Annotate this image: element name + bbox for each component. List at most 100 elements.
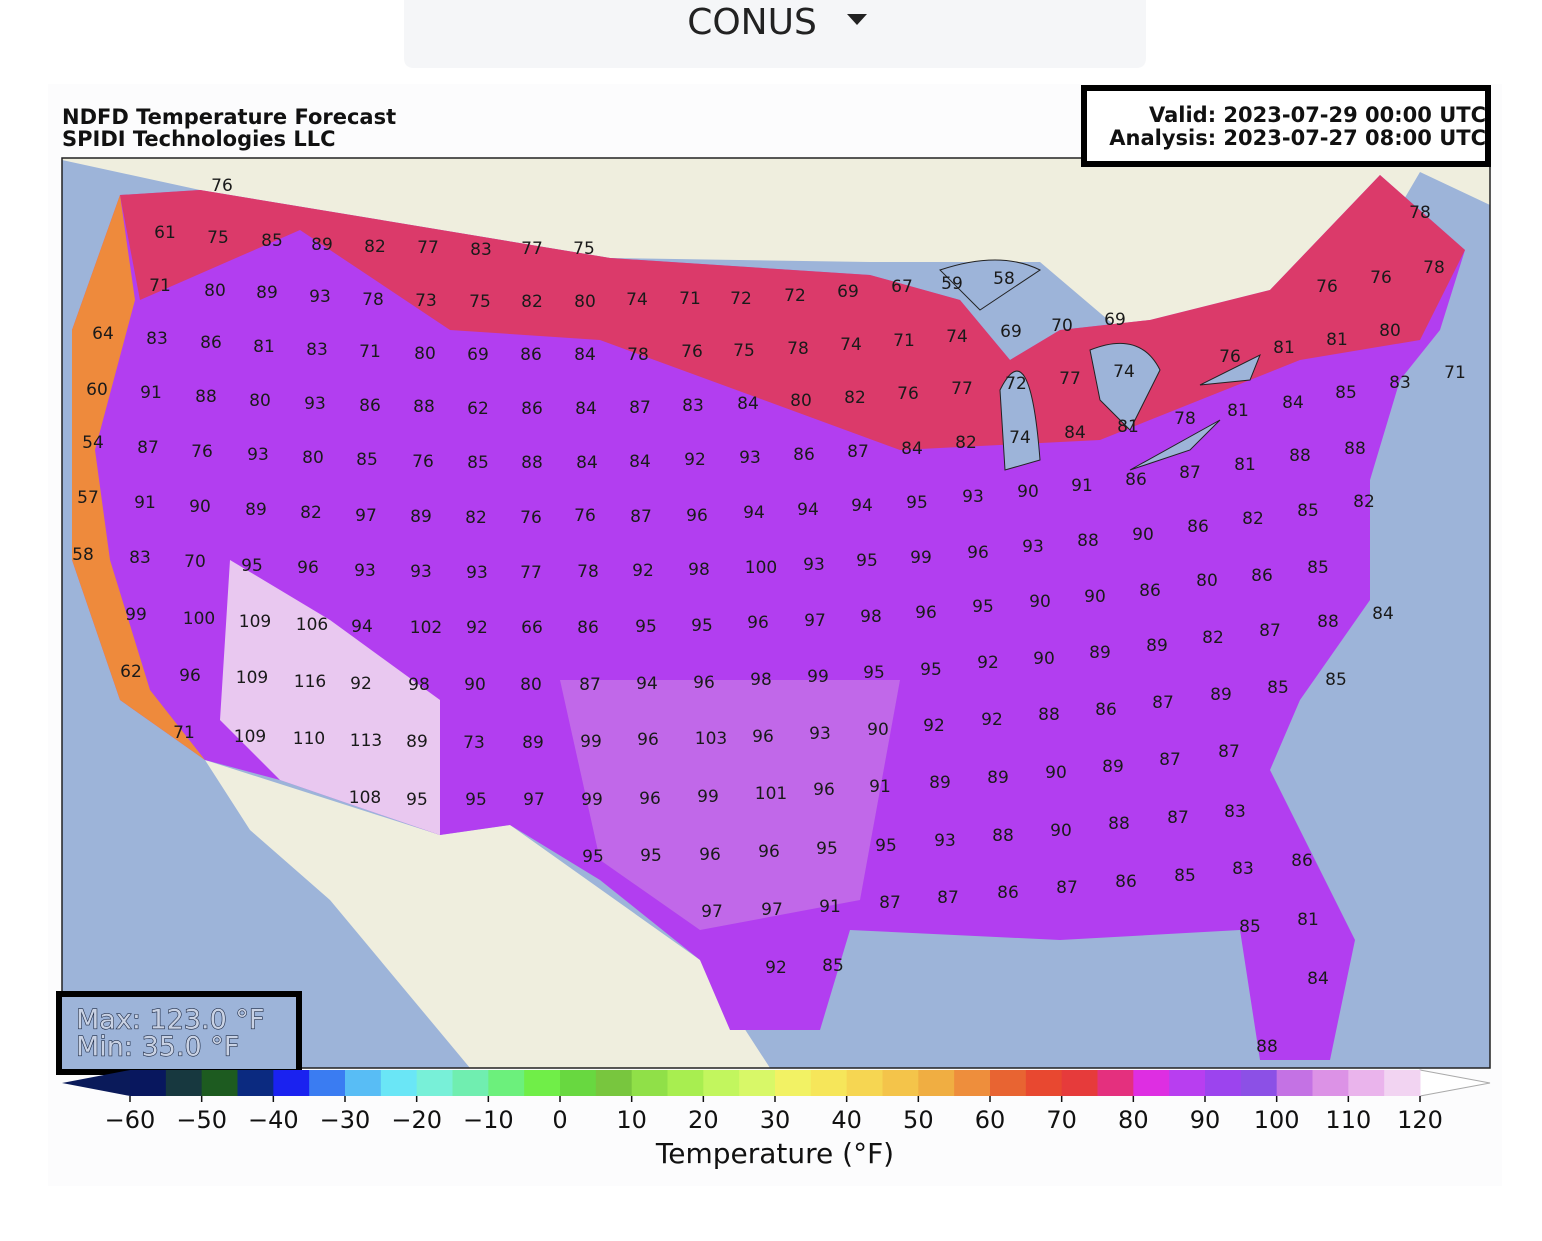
colorbar-segment	[667, 1070, 704, 1096]
station-value: 82	[1242, 509, 1264, 529]
desert-region	[220, 560, 440, 835]
station-value: 87	[1159, 750, 1181, 770]
dropdown-caret[interactable]	[847, 14, 867, 25]
station-value: 81	[1297, 910, 1319, 930]
colorbar-segment	[739, 1070, 776, 1096]
station-value: 85	[1267, 678, 1289, 698]
extremes-box	[56, 991, 302, 1075]
station-value: 108	[349, 788, 381, 808]
station-value: 87	[137, 438, 159, 458]
station-value: 92	[350, 674, 372, 694]
station-value: 86	[1187, 517, 1209, 537]
station-value: 88	[1317, 612, 1339, 632]
station-value: 95	[691, 616, 713, 636]
station-value: 73	[463, 733, 485, 753]
valid-time: Valid: 2023-07-29 00:00 UTC	[1149, 103, 1486, 127]
station-value: 92	[632, 561, 654, 581]
station-value: 97	[523, 790, 545, 810]
station-value: 109	[236, 668, 268, 688]
colorbar-segment	[1061, 1070, 1098, 1096]
station-value: 64	[92, 324, 114, 344]
station-labels: 76 61 75 85 89 82 77 83 77 75 71 80 89 93 78 73 75 82 80 74…	[72, 176, 1466, 1057]
colorbar-segment	[846, 1070, 883, 1096]
colorbar-segment	[918, 1070, 955, 1096]
colorbar-tick-label: 90	[1190, 1106, 1221, 1134]
station-value: 95	[635, 617, 657, 637]
colorbar-tick-label: 40	[831, 1106, 862, 1134]
station-value: 76	[681, 342, 703, 362]
station-value: 86	[1115, 872, 1137, 892]
colorbar-segment	[1169, 1070, 1206, 1096]
station-value: 87	[1218, 742, 1240, 762]
station-value: 98	[688, 560, 710, 580]
station-value: 95	[582, 847, 604, 867]
station-value: 87	[1152, 693, 1174, 713]
station-value: 89	[522, 733, 544, 753]
dropdown-box[interactable]	[404, 0, 1146, 68]
station-value: 81	[1234, 455, 1256, 475]
dropdown-label[interactable]: CONUS	[687, 2, 817, 43]
station-value: 77	[1059, 369, 1081, 389]
coastal-region	[72, 195, 205, 760]
colorbar-tick-label: −10	[463, 1106, 514, 1134]
station-value: 81	[1117, 417, 1139, 437]
station-value: 80	[204, 281, 226, 301]
station-value: 96	[699, 845, 721, 865]
station-value: 97	[701, 902, 723, 922]
colorbar-segment	[273, 1070, 310, 1096]
station-value: 82	[955, 433, 977, 453]
station-value: 82	[465, 508, 487, 528]
station-value: 75	[573, 239, 595, 259]
station-value: 89	[1146, 636, 1168, 656]
station-value: 86	[997, 883, 1019, 903]
station-value: 94	[351, 617, 373, 637]
station-value: 78	[787, 339, 809, 359]
station-value: 96	[297, 558, 319, 578]
region-dropdown[interactable]: CONUS	[404, 0, 1146, 68]
station-value: 69	[467, 345, 489, 365]
station-value: 59	[941, 274, 963, 294]
station-value: 93	[809, 724, 831, 744]
station-value: 84	[575, 399, 597, 419]
station-value: 90	[1017, 482, 1039, 502]
station-value: 84	[574, 345, 596, 365]
station-value: 87	[879, 893, 901, 913]
station-value: 103	[695, 729, 727, 749]
station-value: 69	[837, 282, 859, 302]
station-value: 71	[149, 276, 171, 296]
station-value: 69	[1104, 310, 1126, 330]
station-value: 109	[239, 612, 271, 632]
station-value: 89	[987, 768, 1009, 788]
station-value: 87	[630, 507, 652, 527]
colorbar-tick-label: −60	[105, 1106, 156, 1134]
station-value: 75	[207, 228, 229, 248]
station-value: 88	[195, 387, 217, 407]
station-value: 95	[640, 846, 662, 866]
station-value: 89	[1089, 643, 1111, 663]
station-value: 86	[200, 333, 222, 353]
colorbar-segment	[560, 1070, 597, 1096]
station-value: 96	[813, 780, 835, 800]
station-value: 97	[355, 506, 377, 526]
station-value: 58	[72, 545, 94, 565]
colorbar-segment	[595, 1070, 633, 1096]
max-temp: Max: 123.0 °F	[76, 1005, 264, 1036]
colorbar-segment	[165, 1070, 203, 1096]
station-value: 84	[1282, 393, 1304, 413]
station-value: 93	[962, 487, 984, 507]
station-value: 75	[469, 292, 491, 312]
station-value: 101	[755, 784, 787, 804]
station-value: 86	[577, 618, 599, 638]
colorbar: −60 −50 −40 −30 −20 −10 0 10 20 30 40 50 60 70 80 90 100…	[62, 1069, 1491, 1134]
station-value: 95	[241, 556, 263, 576]
station-value: 88	[521, 453, 543, 473]
station-value: 99	[910, 548, 932, 568]
station-value: 109	[234, 727, 266, 747]
colorbar-segment	[380, 1070, 418, 1096]
station-value: 93	[739, 448, 761, 468]
colorbar-segment	[309, 1070, 346, 1096]
station-value: 75	[733, 341, 755, 361]
station-value: 58	[993, 269, 1015, 289]
